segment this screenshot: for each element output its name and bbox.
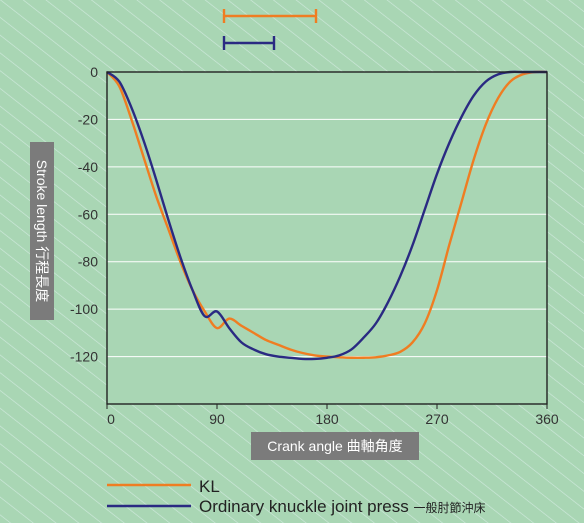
y-tick-label: -120	[70, 349, 98, 365]
top-bar-ordinary	[222, 36, 276, 50]
y-tick-labels: 0 -20 -40 -60 -80 -100 -120	[70, 64, 98, 365]
y-tick-label: 0	[90, 64, 98, 80]
x-tick-labels: 0 90 180 270 360	[106, 404, 559, 427]
y-tick-label: -60	[78, 206, 98, 222]
x-axis-label-text: Crank angle 曲軸角度	[267, 438, 403, 454]
y-tick-label: -40	[78, 159, 98, 175]
x-tick-label: 360	[535, 411, 559, 427]
x-tick-label: 90	[209, 411, 225, 427]
x-tick-label: 180	[315, 411, 339, 427]
y-tick-label: -100	[70, 301, 98, 317]
series-line-ordinary	[106, 70, 547, 361]
legend-label-ordinary-suffix: 一般肘節沖床	[413, 501, 486, 515]
x-axis-label: Crank angle 曲軸角度	[251, 432, 419, 460]
legend-item-ordinary: Ordinary knuckle joint press 一般肘節沖床	[199, 497, 486, 517]
legend-lines	[107, 483, 191, 508]
legend-label-ordinary: Ordinary knuckle joint press	[199, 497, 409, 516]
x-tick-label: 0	[107, 411, 115, 427]
y-tick-label: -80	[78, 254, 98, 270]
y-tick-label: -20	[78, 111, 98, 127]
series-layer	[106, 70, 548, 361]
plot-area	[107, 72, 547, 404]
y-axis-label-text: Stroke length 行程長度	[34, 159, 51, 303]
legend-label-kl: KL	[199, 477, 220, 496]
y-axis-label: Stroke length 行程長度	[30, 142, 54, 320]
top-legend	[222, 9, 318, 50]
x-tick-label: 270	[425, 411, 449, 427]
legend-item-kl: KL	[199, 477, 220, 497]
top-bar-kl	[222, 9, 318, 23]
